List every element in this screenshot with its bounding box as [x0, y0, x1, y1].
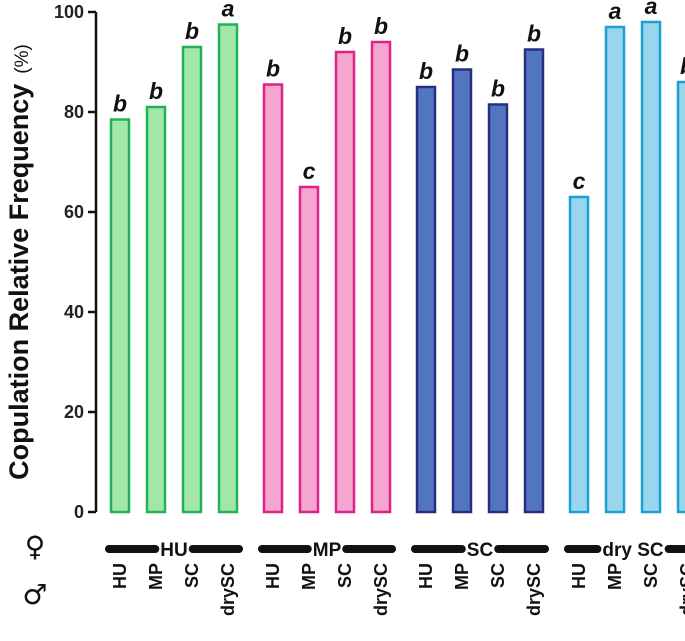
bar-MP-SC	[334, 50, 356, 514]
y-axis-title: Copulation Relative Frequency (%)	[4, 44, 34, 480]
bar-drySC-HU	[568, 195, 590, 514]
significance-letter: c	[573, 168, 586, 194]
male-category-label: MP	[299, 563, 319, 590]
male-category-label: MP	[146, 563, 166, 590]
bar-HU-HU	[109, 118, 131, 514]
bar-HU-drySC	[217, 23, 239, 514]
y-tick-label: 0	[74, 502, 84, 522]
y-tick-label: 20	[64, 402, 84, 422]
bar-HU-SC	[181, 45, 203, 514]
significance-letter: a	[645, 0, 658, 19]
bar-SC-drySC	[523, 48, 545, 514]
bar-HU-MP	[145, 105, 167, 514]
male-category-label: drySC	[677, 563, 685, 616]
male-category-label: SC	[488, 563, 508, 588]
significance-letter: b	[374, 13, 388, 39]
y-tick-label: 100	[54, 2, 84, 22]
significance-letter: b	[113, 91, 127, 117]
significance-letter: b	[338, 23, 352, 49]
significance-letters: bbbabcbbbbbbcaab	[113, 0, 685, 194]
male-category-label: HU	[110, 563, 130, 589]
significance-letter: b	[149, 78, 163, 104]
bar-drySC-SC	[640, 20, 662, 514]
female-group-lines: HU MP SC dry SC	[105, 540, 685, 561]
significance-letter: b	[266, 56, 280, 82]
significance-letter: a	[609, 0, 622, 24]
bar-series	[109, 20, 685, 514]
male-category-label: drySC	[218, 563, 238, 616]
male-category-label: SC	[335, 563, 355, 588]
bar-MP-drySC	[370, 40, 392, 514]
y-axis-label: Copulation Relative Frequency	[4, 84, 34, 480]
svg-text:Copulation Relative Frequency: Copulation Relative Frequency (%)	[4, 44, 34, 480]
y-axis: 0 20 40 60 80 100	[54, 2, 98, 522]
bar-SC-SC	[487, 103, 509, 514]
female-group-label: MP	[313, 540, 342, 561]
male-category-label: drySC	[371, 563, 391, 616]
significance-letter: c	[303, 158, 316, 184]
bar-drySC-drySC	[676, 80, 685, 514]
y-tick-label: 60	[64, 202, 84, 222]
male-category-label: SC	[641, 563, 661, 588]
male-category-label: SC	[182, 563, 202, 588]
male-category-label: HU	[569, 563, 589, 589]
significance-letter: a	[222, 0, 235, 22]
y-tick-label: 40	[64, 302, 84, 322]
male-category-label: HU	[416, 563, 436, 589]
significance-letter: b	[491, 76, 505, 102]
female-group-label: SC	[467, 540, 494, 561]
bar-MP-MP	[298, 185, 320, 514]
significance-letter: b	[680, 53, 685, 79]
male-category-label: drySC	[524, 563, 544, 616]
bar-MP-HU	[262, 83, 284, 514]
female-group-label: HU	[160, 540, 187, 561]
significance-letter: b	[185, 18, 199, 44]
significance-letter: b	[419, 58, 433, 84]
male-category-labels: HU MP SC drySC HU MP SC drySC HU MP SC drySC HU MP SC d…	[110, 563, 685, 616]
bar-drySC-MP	[604, 25, 626, 514]
y-axis-unit: (%)	[12, 44, 33, 74]
female-symbol: ♀	[25, 530, 46, 563]
female-group-label: dry SC	[602, 540, 664, 561]
male-category-label: HU	[263, 563, 283, 589]
male-symbol: ♂	[22, 578, 47, 611]
male-category-label: MP	[605, 563, 625, 590]
significance-letter: b	[455, 41, 469, 67]
y-tick-label: 80	[64, 102, 84, 122]
significance-letter: b	[527, 21, 541, 47]
male-category-label: MP	[452, 563, 472, 590]
bar-SC-MP	[451, 68, 473, 514]
bar-SC-HU	[415, 85, 437, 514]
